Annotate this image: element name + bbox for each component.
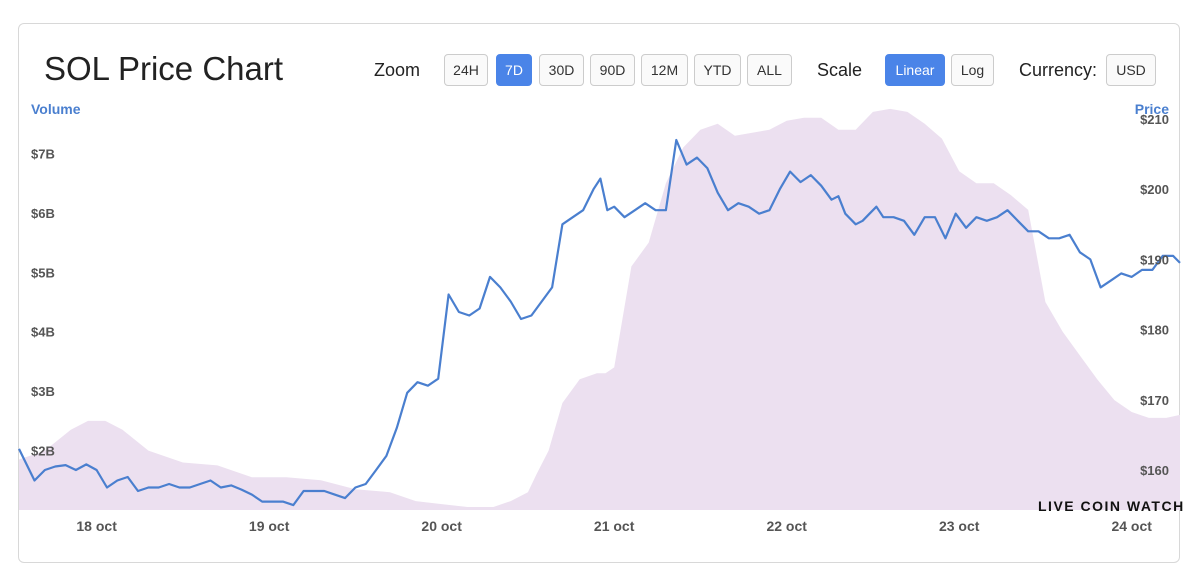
scale-label: Scale <box>817 60 863 80</box>
zoom-30d-button[interactable]: 30D <box>539 54 584 86</box>
price-axis-title: Price <box>1135 101 1169 117</box>
scale-linear-button[interactable]: Linear <box>885 54 945 86</box>
price-tick-label: $160 <box>1140 463 1169 478</box>
volume-tick-label: $6B <box>31 206 55 221</box>
price-volume-chart: Volume Price $2B $3B $4B $5B $6B $7B $160 $170 $… <box>18 101 1181 534</box>
price-tick-label: $190 <box>1140 252 1169 267</box>
date-tick-label: 19 oct <box>249 518 290 534</box>
zoom-label: Zoom <box>374 60 421 80</box>
currency-select[interactable]: USD <box>1106 54 1156 86</box>
scale-log-button[interactable]: Log <box>951 54 994 86</box>
volume-tick-label: $5B <box>31 265 55 280</box>
volume-tick-label: $3B <box>31 384 55 399</box>
date-tick-label: 18 oct <box>76 518 117 534</box>
volume-area <box>19 108 1180 511</box>
date-tick-label: 23 oct <box>939 518 980 534</box>
live-coin-watch-logo: LIVE COIN WATCH <box>1038 498 1185 514</box>
price-tick-label: $200 <box>1140 182 1169 197</box>
zoom-24h-button[interactable]: 24H <box>444 54 488 86</box>
date-tick-label: 20 oct <box>421 518 462 534</box>
volume-tick-label: $2B <box>31 444 55 459</box>
currency-label: Currency: <box>1019 60 1098 80</box>
page-title: SOL Price Chart <box>44 50 284 87</box>
date-tick-label: 22 oct <box>766 518 807 534</box>
zoom-90d-button[interactable]: 90D <box>590 54 635 86</box>
volume-tick-label: $7B <box>31 146 55 161</box>
price-line-layer <box>18 138 1181 507</box>
price-tick-label: $170 <box>1140 393 1169 408</box>
volume-area-layer <box>19 108 1180 511</box>
price-tick-label: $180 <box>1140 323 1169 338</box>
volume-axis-title: Volume <box>31 101 81 117</box>
zoom-12m-button[interactable]: 12M <box>641 54 688 86</box>
zoom-ytd-button[interactable]: YTD <box>694 54 741 86</box>
zoom-all-button[interactable]: ALL <box>747 54 792 86</box>
price-tick-label: $210 <box>1140 112 1169 127</box>
zoom-7d-button[interactable]: 7D <box>496 54 532 86</box>
date-tick-label: 21 oct <box>594 518 635 534</box>
date-tick-label: 24 oct <box>1111 518 1152 534</box>
price-line <box>18 138 1181 507</box>
volume-tick-label: $4B <box>31 325 55 340</box>
axis-labels: Volume Price $2B $3B $4B $5B $6B $7B $160 $170 $… <box>31 101 1169 534</box>
